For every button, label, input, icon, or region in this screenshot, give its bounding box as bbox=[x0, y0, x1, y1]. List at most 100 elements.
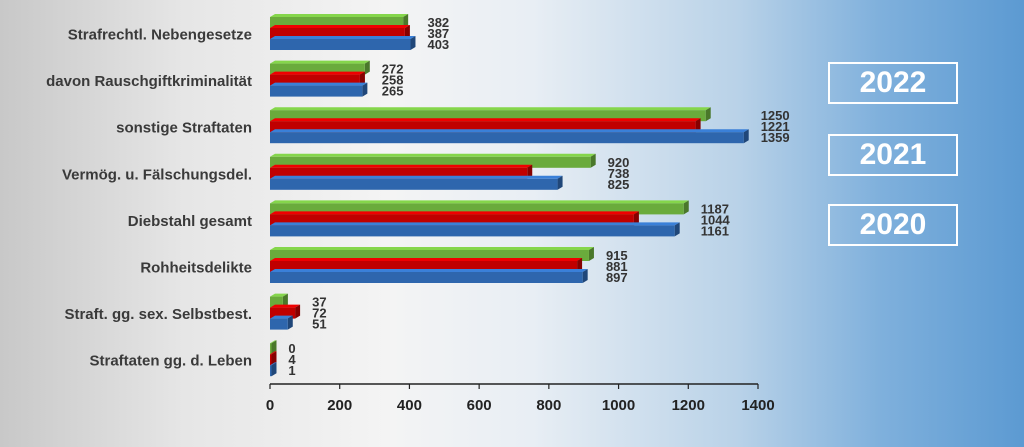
bar-top-2-2 bbox=[270, 129, 749, 133]
data-label-3-2: 825 bbox=[608, 177, 630, 192]
bar-side-7-0 bbox=[271, 340, 277, 355]
category-label-2: sonstige Straftaten bbox=[116, 120, 252, 137]
bar-side-1-2 bbox=[362, 82, 368, 97]
bar-top-2-0 bbox=[270, 107, 711, 111]
bar-5-1 bbox=[270, 261, 578, 272]
bar-7-2 bbox=[270, 365, 272, 377]
bar-top-4-0 bbox=[270, 200, 689, 204]
bar-side-0-2 bbox=[410, 36, 416, 50]
bar-top-1-0 bbox=[270, 60, 370, 64]
data-label-6-2: 51 bbox=[312, 317, 326, 332]
bar-3-1 bbox=[270, 167, 528, 179]
data-label-4-1: 1044 bbox=[701, 212, 731, 227]
bar-top-4-2 bbox=[270, 222, 680, 226]
bar-top-7-1 bbox=[270, 351, 277, 355]
bar-top-7-2 bbox=[270, 362, 277, 366]
bar-1-0 bbox=[270, 63, 365, 75]
bar-0-2 bbox=[270, 39, 411, 50]
bar-2-2 bbox=[270, 132, 744, 144]
bar-side-0-1 bbox=[404, 25, 410, 39]
data-label-5-1: 881 bbox=[606, 259, 628, 274]
data-label-0-0: 382 bbox=[427, 15, 449, 30]
bar-top-6-0 bbox=[270, 293, 288, 297]
bar-top-3-1 bbox=[270, 164, 533, 168]
data-label-3-0: 920 bbox=[608, 155, 630, 170]
bar-top-2-1 bbox=[270, 118, 701, 122]
category-label-1: davon Rauschgiftkriminalität bbox=[46, 73, 252, 90]
x-tick-label-2: 400 bbox=[397, 397, 422, 414]
bar-top-0-1 bbox=[270, 25, 410, 28]
bar-side-2-1 bbox=[695, 118, 701, 133]
bar-side-5-0 bbox=[588, 247, 594, 261]
bar-side-3-0 bbox=[590, 153, 596, 168]
data-label-7-1: 4 bbox=[288, 352, 296, 367]
bar-side-4-0 bbox=[683, 200, 689, 215]
data-label-1-2: 265 bbox=[382, 84, 404, 99]
bar-2-1 bbox=[270, 121, 696, 133]
bar-5-0 bbox=[270, 250, 589, 261]
bar-side-1-1 bbox=[359, 71, 365, 86]
bar-top-5-1 bbox=[270, 258, 583, 261]
bar-side-2-0 bbox=[705, 107, 711, 122]
data-label-2-2: 1359 bbox=[761, 130, 790, 145]
legend-label-series-3: 2020 bbox=[859, 208, 927, 241]
data-label-0-2: 403 bbox=[427, 37, 449, 52]
bar-top-6-2 bbox=[270, 315, 293, 319]
bar-side-5-2 bbox=[582, 269, 588, 283]
bar-7-1 bbox=[270, 354, 272, 366]
bar-1-2 bbox=[270, 85, 363, 97]
bar-side-1-0 bbox=[364, 60, 370, 75]
x-tick-label-0: 0 bbox=[266, 397, 274, 414]
bar-side-4-2 bbox=[674, 222, 680, 237]
bar-4-0 bbox=[270, 203, 684, 215]
bar-1-1 bbox=[270, 74, 360, 86]
data-label-6-1: 72 bbox=[312, 306, 326, 321]
bar-side-7-2 bbox=[271, 362, 277, 377]
bar-top-3-2 bbox=[270, 175, 563, 179]
category-label-3: Vermög. u. Fälschungsdel. bbox=[62, 166, 252, 183]
bar-side-6-2 bbox=[287, 315, 293, 330]
data-label-3-1: 738 bbox=[608, 166, 630, 181]
bar-top-6-1 bbox=[270, 304, 301, 308]
data-label-7-2: 1 bbox=[288, 363, 295, 378]
bar-6-0 bbox=[270, 296, 283, 308]
bar-top-0-2 bbox=[270, 36, 416, 39]
data-label-5-2: 897 bbox=[606, 270, 628, 285]
data-label-1-1: 258 bbox=[382, 73, 404, 88]
x-tick-label-3: 600 bbox=[467, 397, 492, 414]
bar-6-1 bbox=[270, 307, 296, 319]
bar-0-1 bbox=[270, 28, 405, 39]
data-label-4-0: 1187 bbox=[701, 201, 729, 216]
data-label-2-1: 1221 bbox=[761, 119, 790, 134]
x-tick-label-7: 1400 bbox=[741, 397, 774, 414]
bar-side-3-1 bbox=[527, 164, 533, 179]
bar-4-1 bbox=[270, 214, 634, 226]
legend-label-series-2: 2021 bbox=[859, 138, 927, 171]
bar-3-2 bbox=[270, 178, 558, 190]
x-tick-label-6: 1200 bbox=[672, 397, 705, 414]
bar-4-2 bbox=[270, 225, 675, 237]
data-label-5-0: 915 bbox=[606, 248, 628, 263]
bar-top-1-2 bbox=[270, 82, 368, 86]
data-label-1-0: 272 bbox=[382, 62, 404, 77]
bar-side-0-0 bbox=[403, 14, 409, 28]
bar-top-0-0 bbox=[270, 14, 409, 17]
bar-side-6-0 bbox=[282, 293, 288, 308]
data-label-4-2: 1161 bbox=[701, 223, 729, 238]
bar-top-3-0 bbox=[270, 153, 596, 157]
x-tick-label-1: 200 bbox=[327, 397, 352, 414]
data-label-0-1: 387 bbox=[427, 26, 449, 41]
x-tick-label-5: 1000 bbox=[602, 397, 635, 414]
bar-top-1-1 bbox=[270, 71, 365, 75]
bar-5-2 bbox=[270, 272, 583, 283]
bar-top-5-2 bbox=[270, 269, 588, 272]
legend-item-series-1: 2022 bbox=[828, 62, 958, 104]
legend-label-series-1: 2022 bbox=[859, 66, 927, 99]
bar-top-7-0 bbox=[270, 340, 277, 344]
category-label-4: Diebstahl gesamt bbox=[128, 213, 252, 230]
bar-3-0 bbox=[270, 156, 591, 168]
data-label-6-0: 37 bbox=[312, 295, 326, 310]
x-tick-label-4: 800 bbox=[536, 397, 561, 414]
